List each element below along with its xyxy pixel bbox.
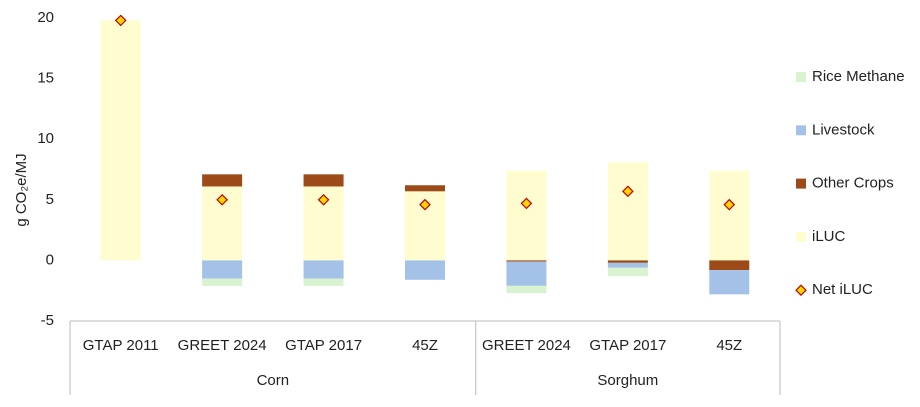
net-marker bbox=[114, 14, 127, 27]
y-tick-label: 10 bbox=[37, 130, 54, 147]
x-tick-label: GTAP 2017 bbox=[589, 337, 666, 354]
legend-marker bbox=[795, 284, 807, 297]
y-tick-label: 15 bbox=[37, 70, 54, 87]
bar-segment bbox=[202, 174, 243, 187]
bar-segment bbox=[709, 260, 750, 271]
bar-segment bbox=[607, 260, 648, 263]
y-tick-label: 5 bbox=[46, 191, 54, 208]
net-marker bbox=[723, 198, 736, 211]
net-marker bbox=[622, 185, 634, 198]
y-axis-label: g CO₂e/MJ bbox=[13, 153, 30, 226]
group-label: Corn bbox=[257, 372, 290, 389]
legend-label: Other Crops bbox=[812, 175, 894, 192]
group-label: Sorghum bbox=[597, 372, 658, 389]
bar-segment bbox=[506, 261, 547, 286]
y-tick-label: -5 bbox=[41, 312, 54, 329]
bar-segment bbox=[506, 285, 547, 294]
legend-swatch bbox=[796, 72, 806, 82]
bar-segment bbox=[303, 174, 344, 187]
bar-segment bbox=[709, 170, 750, 261]
bar-segment bbox=[202, 260, 243, 279]
bar-segment bbox=[709, 270, 750, 295]
x-tick-label: GREET 2024 bbox=[178, 337, 267, 354]
y-tick-label: 20 bbox=[37, 9, 54, 26]
legend-swatch bbox=[796, 178, 806, 189]
y-tick-label: 0 bbox=[46, 251, 54, 268]
x-tick-label: GTAP 2017 bbox=[285, 337, 362, 354]
legend-swatch bbox=[796, 125, 806, 136]
legend-swatch bbox=[796, 231, 806, 242]
x-tick-label: 45Z bbox=[412, 337, 438, 354]
net-marker bbox=[216, 193, 228, 206]
bar-segment bbox=[506, 170, 547, 261]
net-marker bbox=[317, 193, 330, 206]
bar-segment bbox=[607, 262, 648, 268]
net-marker bbox=[419, 198, 431, 211]
legend-label: Rice Methane bbox=[812, 68, 905, 85]
bar-segment bbox=[202, 278, 243, 286]
legend-label: Livestock bbox=[812, 121, 875, 138]
bar-segment bbox=[405, 185, 445, 192]
bar-segment bbox=[100, 20, 141, 261]
x-tick-label: GTAP 2011 bbox=[83, 337, 159, 354]
legend-label: iLUC bbox=[812, 228, 846, 245]
x-tick-label: GREET 2024 bbox=[482, 337, 571, 354]
x-tick-label: 45Z bbox=[716, 337, 742, 354]
bar-segment bbox=[607, 267, 648, 277]
bar-segment bbox=[303, 260, 344, 279]
bar-segment bbox=[303, 278, 344, 286]
bar-segment bbox=[607, 162, 648, 261]
bar-segment bbox=[506, 260, 547, 262]
bar-segment bbox=[405, 260, 445, 280]
net-marker bbox=[520, 197, 533, 210]
legend-label: Net iLUC bbox=[812, 281, 873, 298]
